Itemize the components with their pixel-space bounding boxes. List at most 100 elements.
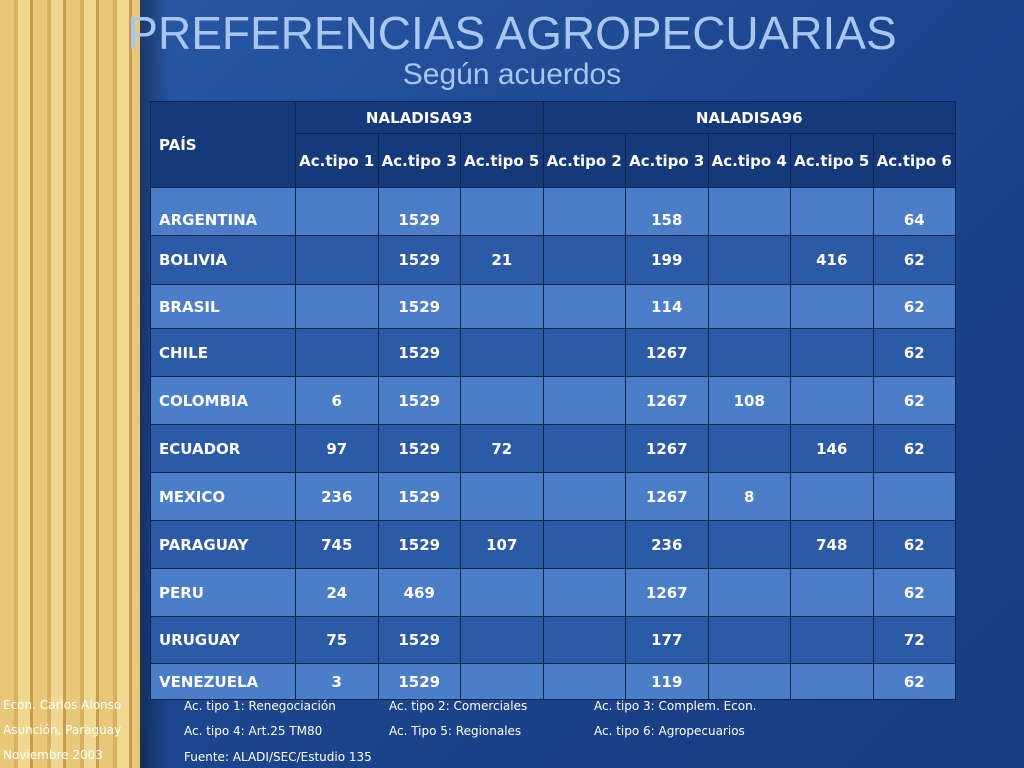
- row: COLOMBIA 6 1529 1267 108 62: [150, 376, 956, 425]
- cell: 1267: [625, 472, 709, 521]
- cell: 62: [872, 376, 956, 425]
- cell: [790, 187, 874, 236]
- cell: [790, 472, 874, 521]
- column-header: Ac.tipo 2: [542, 133, 626, 188]
- column-header: Ac.tipo 5: [460, 133, 544, 188]
- header-row: PAÍS NALADISA93 NALADISA96: [150, 101, 956, 188]
- row: BRASIL 1529 114 62: [150, 284, 956, 329]
- row: CHILE 1529 1267 62: [150, 328, 956, 377]
- subtitle: Según acuerdos: [402, 58, 622, 91]
- column-header: Ac.tipo 3: [377, 133, 461, 188]
- row: PARAGUAY 745 1529 107 236 748 62: [150, 520, 956, 569]
- cell: 1529: [377, 187, 461, 236]
- cell: 416: [790, 235, 874, 285]
- cell: 469: [377, 568, 461, 617]
- cell: 1529: [377, 472, 461, 521]
- cell: [295, 187, 379, 236]
- cell: 1267: [625, 568, 709, 617]
- cell: [872, 472, 956, 521]
- row: ARGENTINA 1529 158 64: [150, 187, 956, 236]
- cell: 1529: [377, 663, 461, 700]
- cell: 62: [872, 284, 956, 329]
- cell: 146: [790, 424, 874, 473]
- country-cell: ARGENTINA: [150, 187, 296, 236]
- row: PERU 24 469 1267 62: [150, 568, 956, 617]
- table: PAÍS NALADISA93 NALADISA96 Ac.tipo 1 Ac.tipo…: [150, 101, 956, 700]
- cell: [790, 328, 874, 377]
- header-row: Ac.tipo 1 Ac.tipo 3 Ac.tipo 5 Ac.tipo 2 Ac.t…: [151, 133, 956, 188]
- cell: 1267: [625, 328, 709, 377]
- row: BOLIVIA 1529 21 199 416 62: [150, 235, 956, 285]
- cell: 72: [460, 424, 544, 473]
- cell: 1529: [377, 235, 461, 285]
- cell: 21: [460, 235, 544, 285]
- cell: [707, 187, 791, 236]
- cell: [460, 187, 544, 236]
- cell: 1529: [377, 424, 461, 473]
- cell: 1529: [377, 376, 461, 425]
- column-header: Ac.tipo 6: [872, 133, 956, 188]
- cell: 62: [872, 235, 956, 285]
- cell: 62: [872, 568, 956, 617]
- cell: [707, 616, 791, 664]
- author-line: Noviembre 2003: [3, 748, 103, 762]
- column-header: Ac.tipo 4: [707, 133, 791, 188]
- cell: 108: [707, 376, 791, 425]
- group-header: NALADISA96: [542, 101, 956, 134]
- cell: [707, 663, 791, 700]
- cell: 114: [625, 284, 709, 329]
- country-cell: BRASIL: [150, 284, 296, 329]
- cell: 745: [295, 520, 379, 569]
- cell: [707, 424, 791, 473]
- country-cell: PERU: [150, 568, 296, 617]
- column-header: Ac.tipo 5: [790, 133, 874, 188]
- country-cell: PARAGUAY: [150, 520, 296, 569]
- cell: 119: [625, 663, 709, 700]
- note: Ac. tipo 3: Complem. Econ.: [594, 699, 757, 713]
- cell: [542, 472, 626, 521]
- cell: [542, 520, 626, 569]
- note: Ac. Tipo 5: Regionales: [389, 724, 522, 738]
- cell: 236: [295, 472, 379, 521]
- cell: [295, 328, 379, 377]
- cell: [707, 235, 791, 285]
- group-header: NALADISA93: [295, 101, 544, 134]
- cell: [790, 568, 874, 617]
- cell: 1529: [377, 520, 461, 569]
- cell: [790, 663, 874, 700]
- cell: 8: [707, 472, 791, 521]
- cell: [790, 284, 874, 329]
- cell: [542, 328, 626, 377]
- cell: 97: [295, 424, 379, 473]
- column-header: Ac.tipo 1: [295, 133, 379, 188]
- cell: [542, 424, 626, 473]
- cell: [460, 284, 544, 329]
- cell: [542, 568, 626, 617]
- cell: [542, 616, 626, 664]
- cell: [707, 284, 791, 329]
- cell: 1267: [625, 424, 709, 473]
- cell: [542, 235, 626, 285]
- source: Fuente: ALADI/SEC/Estudio 135: [184, 750, 372, 764]
- cell: [460, 328, 544, 377]
- row: URUGUAY 75 1529 177 72: [150, 616, 956, 664]
- cell: 199: [625, 235, 709, 285]
- cell: 72: [872, 616, 956, 664]
- corner-header: PAÍS: [150, 101, 296, 188]
- cell: 1529: [377, 616, 461, 664]
- country-cell: COLOMBIA: [150, 376, 296, 425]
- cell: 62: [872, 424, 956, 473]
- country-cell: VENEZUELA: [150, 663, 296, 700]
- country-cell: ECUADOR: [150, 424, 296, 473]
- author-line: Asunción, Paraguay: [3, 723, 122, 737]
- cell: 158: [625, 187, 709, 236]
- note: Ac. tipo 6: Agropecuarios: [594, 724, 745, 738]
- cell: 107: [460, 520, 544, 569]
- cell: 1529: [377, 284, 461, 329]
- cell: 1267: [625, 376, 709, 425]
- note: Ac. tipo 4: Art.25 TM80: [184, 724, 323, 738]
- cell: 1529: [377, 328, 461, 377]
- cell: 62: [872, 520, 956, 569]
- cell: 3: [295, 663, 379, 700]
- country-cell: BOLIVIA: [150, 235, 296, 285]
